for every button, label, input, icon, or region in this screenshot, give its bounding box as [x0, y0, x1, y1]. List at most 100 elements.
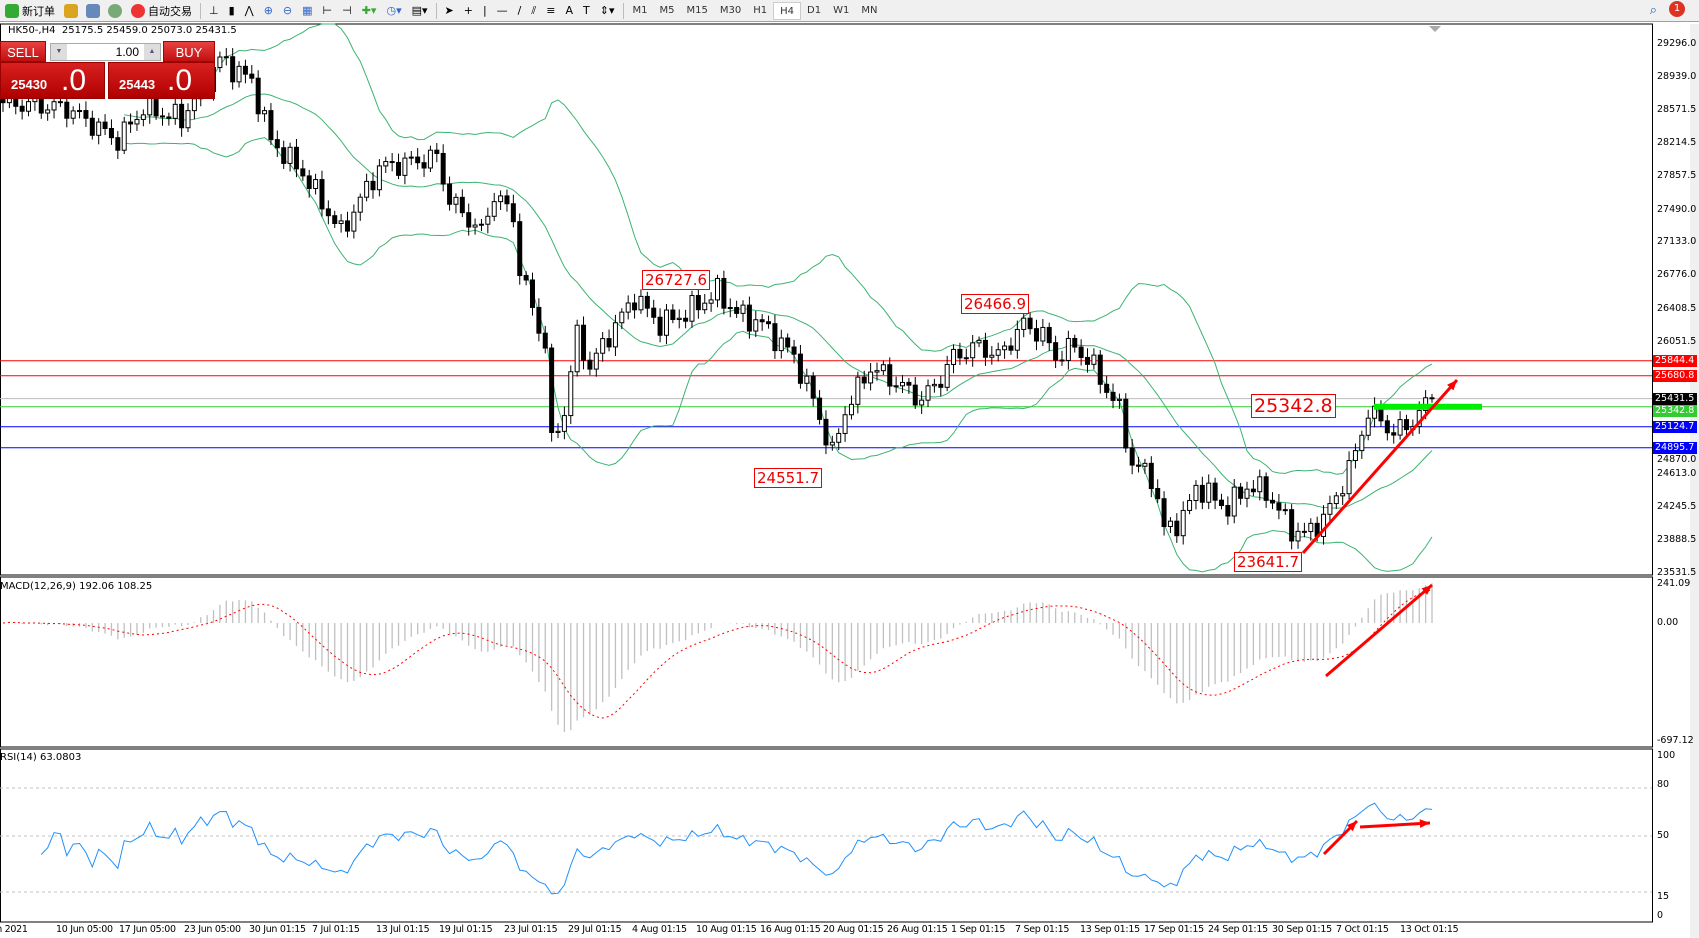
- candle-body: [906, 381, 912, 386]
- candle-body: [453, 196, 459, 205]
- timeframe-w1[interactable]: W1: [833, 4, 850, 16]
- vertical-line-icon[interactable]: |: [482, 4, 487, 17]
- lot-size-input[interactable]: ▼ 1.00 ▲: [50, 43, 161, 61]
- candle-body: [995, 349, 1001, 356]
- candle: [982, 332, 988, 366]
- candle: [746, 296, 752, 339]
- annotation-low-1[interactable]: 24551.7: [754, 468, 823, 488]
- buy-button[interactable]: BUY: [163, 41, 215, 62]
- indicators-icon[interactable]: ✚▾: [361, 4, 377, 17]
- candle-body: [848, 403, 854, 416]
- line-chart-icon[interactable]: ⋀: [244, 4, 254, 17]
- candle: [951, 344, 957, 374]
- new-order-button[interactable]: 新订单: [0, 1, 60, 21]
- zoom-out-icon[interactable]: ⊖: [282, 4, 293, 17]
- search-icon[interactable]: ⌕: [1649, 3, 1657, 18]
- separator: [435, 2, 437, 19]
- fibonacci-icon[interactable]: ≡: [546, 4, 556, 17]
- candle-body: [778, 337, 784, 352]
- candle-body: [970, 342, 976, 359]
- lot-value[interactable]: 1.00: [115, 45, 139, 59]
- text-label-icon[interactable]: T: [583, 4, 590, 17]
- candle-body: [1340, 493, 1346, 497]
- market-watch-icon[interactable]: [64, 3, 78, 18]
- annotation-high-2[interactable]: 26466.9: [961, 294, 1030, 314]
- horizontal-line-icon[interactable]: —: [496, 4, 508, 17]
- annotation-low-2[interactable]: 23641.7: [1234, 552, 1303, 572]
- candle: [568, 365, 574, 424]
- candle-body: [1027, 317, 1033, 330]
- timeframe-mn[interactable]: MN: [861, 4, 878, 16]
- price-axis-label: 28571.5: [1657, 104, 1697, 116]
- annotation-current[interactable]: 25342.8: [1251, 394, 1336, 418]
- periods-icon[interactable]: ◷▾: [386, 4, 402, 17]
- timeframe-h4[interactable]: H4: [773, 1, 802, 20]
- bid-price-box[interactable]: 25430 .0: [0, 62, 105, 99]
- candle: [1136, 456, 1142, 473]
- tile-windows-icon[interactable]: ▦: [302, 4, 313, 17]
- annotation-high-1[interactable]: 26727.6: [642, 270, 711, 290]
- autoscroll-icon[interactable]: ⊣: [342, 4, 352, 17]
- candle: [1282, 503, 1288, 515]
- date-axis-label: 7 Jul 01:15: [312, 924, 360, 935]
- cursor-icon[interactable]: ➤: [444, 4, 454, 17]
- arrows-icon[interactable]: ⇕▾: [599, 4, 615, 17]
- data-window-icon[interactable]: [86, 3, 100, 18]
- candle-body: [96, 121, 102, 136]
- candle: [1270, 492, 1276, 510]
- bar-chart-icon[interactable]: ⊥: [209, 4, 219, 17]
- candle-body: [982, 339, 988, 358]
- notifications-badge[interactable]: 1: [1669, 1, 1685, 17]
- chart-symbol-info: HK50-,H4 25175.5 25459.0 25073.0 25431.5: [8, 25, 237, 36]
- candle-body: [574, 324, 580, 373]
- candle-body: [140, 114, 146, 120]
- candle: [529, 272, 535, 316]
- candlestick-icon[interactable]: ▮: [228, 4, 235, 17]
- candle-body: [817, 397, 823, 420]
- candle-body: [344, 220, 350, 232]
- candle-body: [1333, 495, 1339, 505]
- chart-shift-icon[interactable]: ⊢: [322, 4, 333, 17]
- timeframe-m1[interactable]: M1: [632, 4, 648, 16]
- level-price-tag: 24895.7: [1653, 441, 1697, 454]
- lot-decrease-icon[interactable]: ▼: [51, 44, 67, 60]
- candle-body: [632, 302, 638, 311]
- crosshair-icon[interactable]: +: [463, 4, 473, 17]
- equidistant-channel-icon[interactable]: ⫽: [531, 3, 537, 17]
- candle: [1167, 517, 1173, 534]
- candle-body: [900, 381, 906, 387]
- candle: [1072, 334, 1078, 353]
- candle-body: [989, 354, 995, 358]
- text-icon[interactable]: A: [565, 4, 574, 17]
- lot-increase-icon[interactable]: ▲: [144, 44, 160, 60]
- candle: [319, 170, 325, 217]
- auto-trading-button[interactable]: 自动交易: [126, 1, 197, 21]
- timeframe-m5[interactable]: M5: [659, 4, 675, 16]
- candle-body: [166, 116, 172, 119]
- candle-body: [376, 165, 382, 191]
- timeframe-m30[interactable]: M30: [719, 4, 742, 16]
- templates-icon[interactable]: ▤▾: [411, 4, 428, 17]
- date-axis-label: 20 Aug 01:15: [823, 924, 884, 935]
- candle: [478, 218, 484, 232]
- timeframe-h1[interactable]: H1: [753, 4, 768, 16]
- candle-body: [1174, 520, 1180, 537]
- date-axis-label: 1 Sep 01:15: [951, 924, 1006, 935]
- sell-button[interactable]: SELL: [0, 41, 46, 62]
- ask-price-box[interactable]: 25443 .0: [108, 62, 215, 99]
- candle: [536, 298, 542, 342]
- candle-body: [925, 385, 931, 401]
- zoom-in-icon[interactable]: ⊕: [263, 4, 273, 17]
- timeframe-d1[interactable]: D1: [807, 4, 822, 16]
- candle-body: [415, 156, 421, 164]
- candle-body: [1059, 359, 1065, 362]
- price-axis-label: 24245.5: [1657, 501, 1697, 513]
- candle-body: [274, 139, 280, 149]
- timeframe-m15[interactable]: M15: [686, 4, 708, 16]
- date-axis-label: 16 Aug 01:15: [760, 924, 821, 935]
- trendline-icon[interactable]: /: [517, 4, 522, 17]
- candle: [842, 406, 848, 442]
- candle: [925, 379, 931, 408]
- signals-icon[interactable]: [108, 3, 122, 18]
